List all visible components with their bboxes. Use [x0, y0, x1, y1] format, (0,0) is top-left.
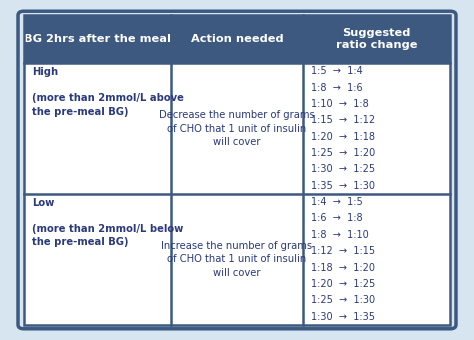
- Text: 1:20  →  1:18: 1:20 → 1:18: [311, 132, 375, 142]
- Text: Decrease the number of grams
of CHO that 1 unit of insulin
will cover: Decrease the number of grams of CHO that…: [159, 110, 315, 147]
- Text: 1:18  →  1:20: 1:18 → 1:20: [311, 262, 375, 272]
- Text: 1:6  →  1:8: 1:6 → 1:8: [311, 214, 362, 223]
- Text: 1:20  →  1:25: 1:20 → 1:25: [311, 279, 375, 289]
- Text: 1:5  →  1:4: 1:5 → 1:4: [311, 66, 363, 76]
- Text: Increase the number of grams
of CHO that 1 unit of insulin
will cover: Increase the number of grams of CHO that…: [162, 241, 312, 277]
- Text: 1:30  →  1:35: 1:30 → 1:35: [311, 311, 375, 322]
- Text: Action needed: Action needed: [191, 34, 283, 44]
- Text: 1:12  →  1:15: 1:12 → 1:15: [311, 246, 375, 256]
- Text: 1:10  →  1:8: 1:10 → 1:8: [311, 99, 368, 109]
- Text: High

(more than 2mmol/L above
the pre-meal BG): High (more than 2mmol/L above the pre-me…: [32, 67, 184, 117]
- Text: 1:8  →  1:6: 1:8 → 1:6: [311, 83, 362, 93]
- Text: Suggested
ratio change: Suggested ratio change: [336, 28, 418, 50]
- Text: Low

(more than 2mmol/L below
the pre-meal BG): Low (more than 2mmol/L below the pre-mea…: [32, 198, 183, 247]
- Text: 1:30  →  1:25: 1:30 → 1:25: [311, 165, 375, 174]
- Text: 1:8  →  1:10: 1:8 → 1:10: [311, 230, 368, 240]
- Text: 1:4  →  1:5: 1:4 → 1:5: [311, 197, 363, 207]
- Text: BG 2hrs after the meal: BG 2hrs after the meal: [24, 34, 171, 44]
- Text: 1:35  →  1:30: 1:35 → 1:30: [311, 181, 375, 191]
- Text: 1:25  →  1:20: 1:25 → 1:20: [311, 148, 375, 158]
- Text: 1:15  →  1:12: 1:15 → 1:12: [311, 116, 375, 125]
- Bar: [24, 15, 450, 63]
- Text: 1:25  →  1:30: 1:25 → 1:30: [311, 295, 375, 305]
